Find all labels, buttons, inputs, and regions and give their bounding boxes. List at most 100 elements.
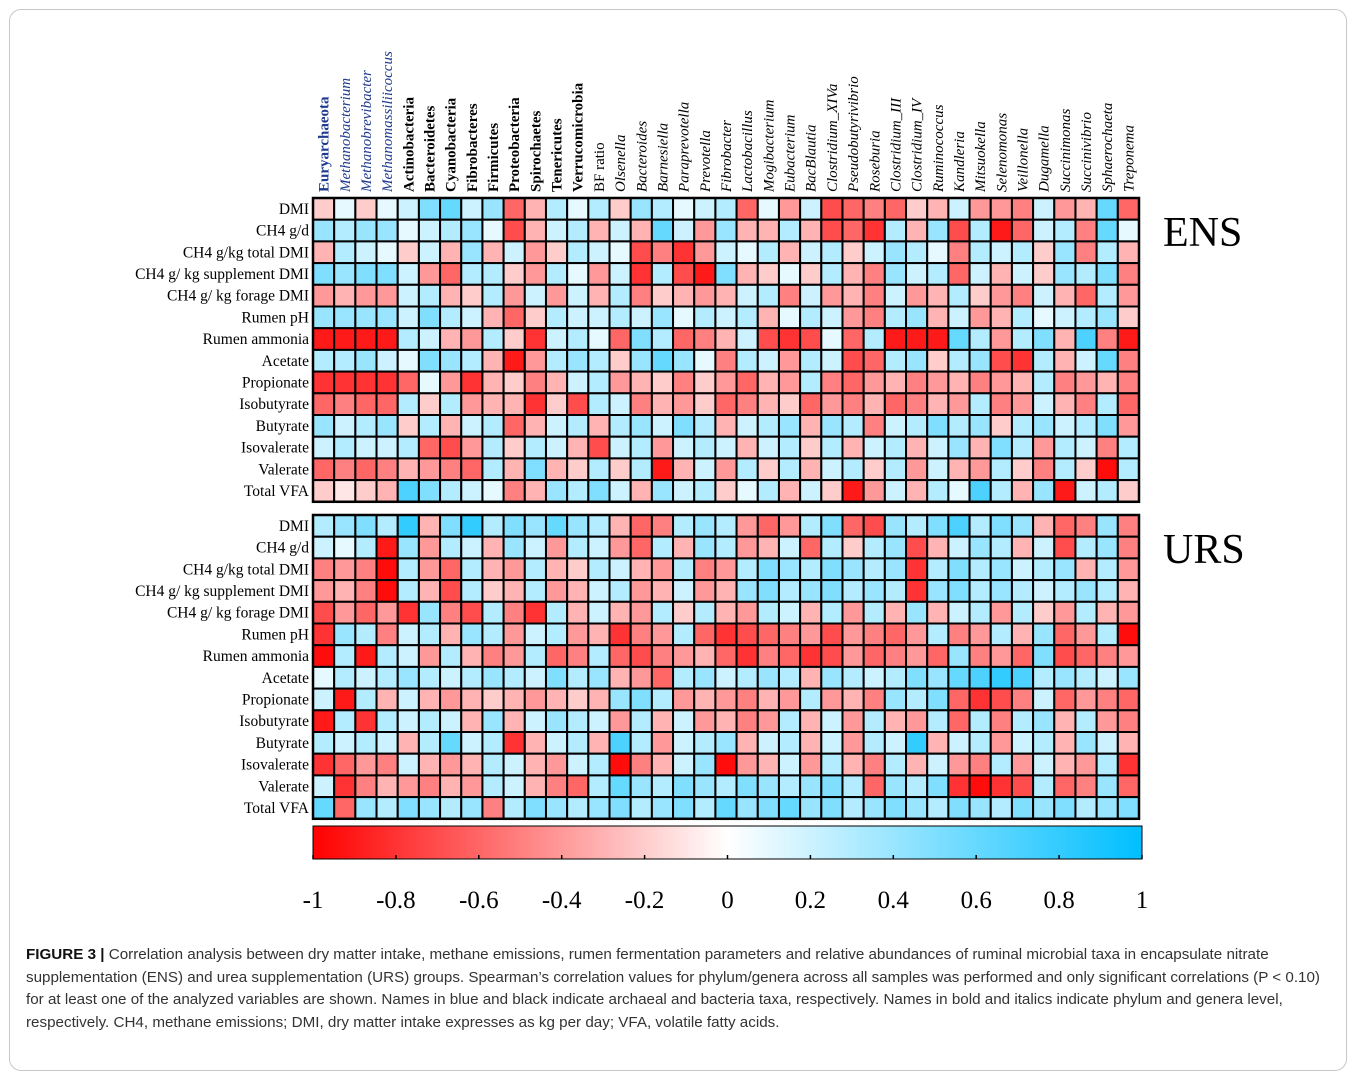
heatmap-cell [947, 644, 971, 668]
heatmap-cell [926, 392, 950, 416]
heatmap-cell [1032, 479, 1056, 503]
heatmap-cell [989, 774, 1013, 799]
heatmap-cell [417, 687, 442, 712]
heatmap-cell [502, 687, 526, 712]
heatmap-cell [1010, 240, 1035, 265]
column-label: Mitsuokella [973, 121, 989, 193]
heatmap-cell [417, 327, 442, 351]
heatmap-cell [1053, 218, 1077, 243]
heatmap-cell [926, 348, 950, 373]
heatmap-cell [396, 327, 420, 351]
heatmap-cell [417, 752, 442, 777]
heatmap-cell [714, 240, 738, 265]
heatmap-cell [799, 479, 823, 503]
heatmap-cell [502, 370, 526, 395]
heatmap-cell [502, 218, 526, 243]
heatmap-cell [417, 514, 442, 538]
heatmap-cell [502, 752, 526, 777]
heatmap-cell [566, 479, 590, 503]
heatmap-cell [756, 327, 780, 351]
heatmap-cell [862, 370, 886, 395]
heatmap-cell [989, 262, 1013, 286]
heatmap-cell [481, 262, 505, 286]
heatmap-cell [502, 283, 526, 308]
heatmap-cell [650, 514, 675, 538]
heatmap-cell [1074, 305, 1098, 330]
heatmap-cell [439, 283, 463, 308]
heatmap-cell [587, 622, 611, 647]
heatmap-cell [481, 774, 505, 799]
heatmap-cell [926, 240, 950, 265]
heatmap-cell [862, 557, 886, 582]
heatmap-cell [1032, 665, 1056, 690]
heatmap-cell [883, 240, 908, 265]
heatmap-cell [883, 665, 908, 690]
heatmap-cell [820, 514, 844, 538]
heatmap-cell [1116, 514, 1141, 538]
heatmap-cell [693, 457, 717, 482]
heatmap-cell [714, 392, 738, 416]
heatmap-cell [544, 774, 569, 799]
heatmap-cell [947, 240, 971, 265]
heatmap-cell [502, 262, 526, 286]
heatmap-cell [312, 731, 336, 755]
heatmap-cell [566, 370, 590, 395]
heatmap-cell [439, 457, 463, 482]
panel-label: ENS [1163, 210, 1242, 256]
heatmap-cell [926, 752, 950, 777]
panel-border [311, 513, 1141, 821]
heatmap-cell [375, 305, 399, 330]
heatmap-cell [439, 622, 463, 647]
heatmap-cell [672, 731, 696, 755]
heatmap-cell [1074, 731, 1098, 755]
heatmap-cell [735, 197, 759, 221]
heatmap-cell [735, 665, 759, 690]
heatmap-cell [1053, 197, 1077, 221]
heatmap-cell [926, 644, 950, 668]
heatmap-cell [481, 435, 505, 460]
heatmap-cell [608, 457, 632, 482]
heatmap-cell [905, 644, 929, 668]
heatmap-cell [1053, 687, 1077, 712]
heatmap-cell [1095, 557, 1119, 582]
heatmap-cell [968, 579, 992, 603]
heatmap-cell [841, 414, 865, 438]
column-label: Paraprevotella [677, 102, 693, 193]
heatmap-cell [1032, 535, 1056, 560]
heatmap-cell [714, 327, 738, 351]
heatmap-cell [777, 197, 802, 221]
heatmap-cell [1116, 579, 1141, 603]
heatmap-cell [926, 687, 950, 712]
heatmap-cell [883, 457, 908, 482]
heatmap-cell [926, 665, 950, 690]
heatmap-cell [650, 392, 675, 416]
heatmap-cell [417, 262, 442, 286]
row-label: Acetate [262, 670, 309, 687]
column-labels: Euryarchaeota Methanobacterium Methanobrev… [317, 51, 1138, 193]
heatmap-cell [735, 457, 759, 482]
heatmap-cell [396, 514, 420, 538]
heatmap-cell [566, 435, 590, 460]
heatmap-cell [587, 392, 611, 416]
heatmap-cell [926, 579, 950, 603]
heatmap-cell [989, 752, 1013, 777]
heatmap-cell [883, 752, 908, 777]
heatmap-cell [502, 392, 526, 416]
heatmap-cell [968, 327, 992, 351]
heatmap-cell [481, 731, 505, 755]
heatmap-cell [714, 665, 738, 690]
heatmap-cell [799, 262, 823, 286]
heatmap-cell [714, 557, 738, 582]
heatmap-cell [417, 731, 442, 755]
heatmap-cell [756, 197, 780, 221]
row-label: Total VFA [244, 800, 310, 817]
heatmap-cell [1010, 305, 1035, 330]
heatmap-cell [629, 370, 653, 395]
heatmap-cell [439, 644, 463, 668]
heatmap-cell [650, 579, 675, 603]
heatmap-cell [841, 305, 865, 330]
heatmap-cell [926, 262, 950, 286]
heatmap-cell [968, 600, 992, 625]
column-label: Tenericutes [550, 118, 566, 192]
heatmap-cell [926, 218, 950, 243]
